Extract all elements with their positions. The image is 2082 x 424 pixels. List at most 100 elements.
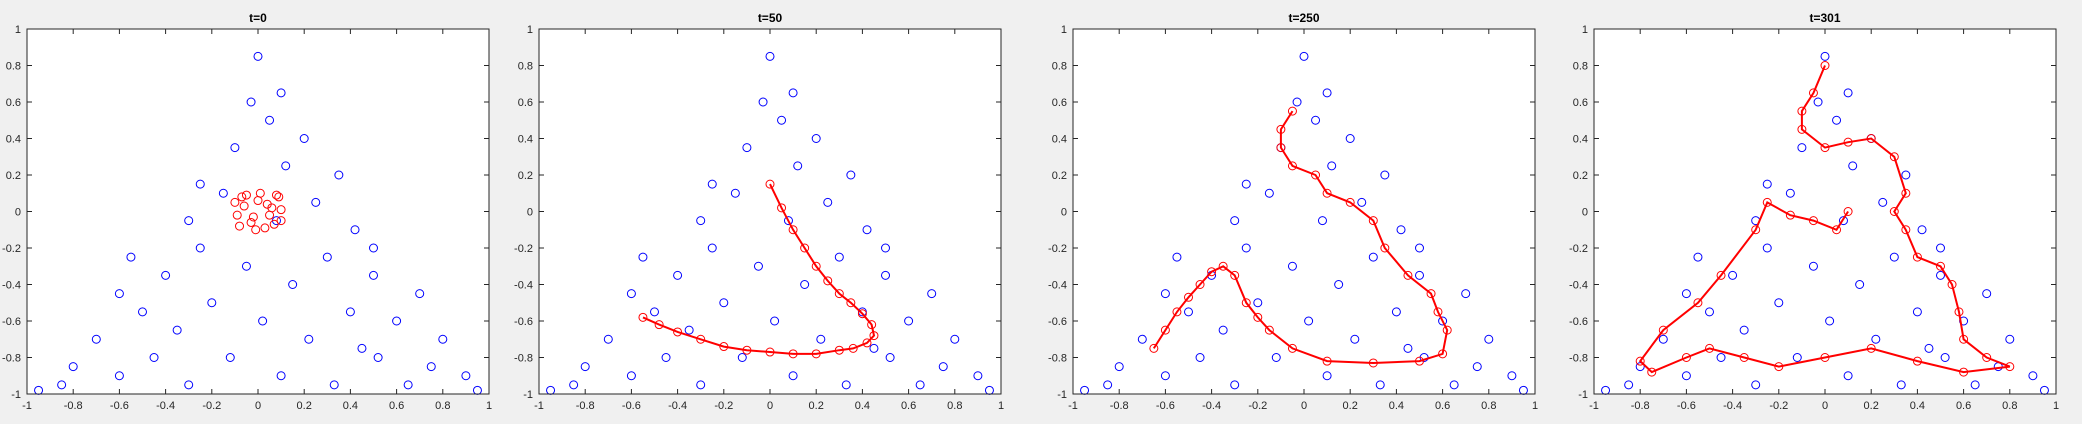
point <box>1785 210 1795 220</box>
point <box>1160 289 1170 299</box>
axes-background <box>27 29 489 394</box>
point <box>1936 261 1945 271</box>
point <box>172 325 182 335</box>
point <box>834 345 844 355</box>
point <box>1866 134 1876 143</box>
point <box>1230 380 1240 390</box>
y-tick-label: -0.8 <box>1048 353 1067 365</box>
point <box>438 334 448 344</box>
point <box>299 134 309 143</box>
point <box>1461 289 1471 299</box>
x-tick-label: -1 <box>22 400 32 412</box>
point <box>1403 270 1413 280</box>
point <box>1728 270 1738 280</box>
point <box>1658 334 1668 344</box>
point <box>1184 292 1193 302</box>
point <box>1820 51 1830 61</box>
x-tick-label: 0 <box>1301 400 1307 412</box>
point <box>1647 367 1657 377</box>
point <box>68 362 78 372</box>
point <box>1304 316 1314 326</box>
point <box>1808 261 1818 271</box>
point <box>1889 207 1899 216</box>
point <box>823 276 833 286</box>
point <box>1774 298 1784 308</box>
point <box>1739 353 1749 362</box>
point <box>765 51 775 61</box>
y-tick-label: -0.4 <box>1048 280 1067 292</box>
chart-title: t=0 <box>249 11 267 25</box>
point <box>857 309 867 319</box>
point <box>783 216 793 226</box>
point <box>1762 243 1772 253</box>
point <box>1889 252 1899 262</box>
point <box>426 362 436 372</box>
point <box>846 170 856 180</box>
point <box>1345 197 1355 207</box>
x-tick-label: 0 <box>1822 400 1828 412</box>
point <box>915 380 925 390</box>
axes-background <box>1073 29 1535 394</box>
axes-background <box>1594 29 2056 394</box>
point <box>114 289 124 299</box>
point <box>1947 280 1957 289</box>
point <box>1970 380 1980 390</box>
point <box>1808 88 1818 98</box>
point <box>707 179 717 189</box>
point <box>1195 353 1205 362</box>
point <box>823 197 833 207</box>
point <box>1241 243 1251 253</box>
point <box>1299 51 1309 61</box>
subplot: t=0 -1 -0.8 -0.6 -0.4 -0.2 0 0.2 0.4 0.6 0.8 1 -1 -0.… <box>2 11 492 412</box>
point <box>758 97 768 107</box>
y-tick-label: 0.6 <box>1573 97 1588 109</box>
x-tick-label: 0.2 <box>1343 400 1358 412</box>
point <box>1681 371 1691 381</box>
point <box>1218 325 1228 335</box>
point <box>2028 371 2038 381</box>
point <box>1230 270 1240 280</box>
point <box>304 334 314 344</box>
point <box>1954 307 1964 317</box>
y-tick-label: 0.8 <box>1052 61 1067 73</box>
point <box>1635 362 1645 372</box>
point <box>161 270 171 280</box>
point <box>1322 371 1332 381</box>
point <box>1271 353 1281 362</box>
point <box>218 188 228 198</box>
point <box>258 316 268 326</box>
point <box>885 353 895 362</box>
x-tick-label: 0.8 <box>947 400 962 412</box>
subplot: t=50 -1 -0.8 -0.6 -0.4 -0.2 0 0.2 0.4 0.6 0.8 1 -1 -0… <box>514 11 1004 412</box>
point <box>719 342 729 352</box>
y-tick-label: 0.4 <box>6 134 21 146</box>
point <box>1322 88 1332 98</box>
point <box>765 347 775 357</box>
x-tick-label: -0.4 <box>1202 400 1221 412</box>
y-tick-label: -0.8 <box>1569 353 1588 365</box>
point <box>1912 252 1922 262</box>
point <box>1855 280 1865 289</box>
point <box>373 353 383 362</box>
point <box>800 243 810 253</box>
y-tick-label: 0.6 <box>6 97 21 109</box>
point <box>1311 170 1321 180</box>
point <box>1705 343 1714 353</box>
point <box>737 353 747 362</box>
point <box>415 289 425 299</box>
point <box>1415 356 1424 366</box>
point <box>1751 225 1761 235</box>
y-tick-label: 0 <box>15 207 21 219</box>
point <box>260 223 270 233</box>
point <box>1292 97 1302 107</box>
axes-box <box>1593 28 2057 395</box>
point <box>816 334 826 344</box>
point <box>230 197 240 207</box>
point <box>276 205 286 215</box>
x-tick-label: -1 <box>1068 400 1078 412</box>
point <box>1438 316 1448 326</box>
point <box>1924 343 1934 353</box>
point <box>1889 152 1899 162</box>
point <box>1184 307 1193 317</box>
y-tick-label: -0.8 <box>514 353 533 365</box>
